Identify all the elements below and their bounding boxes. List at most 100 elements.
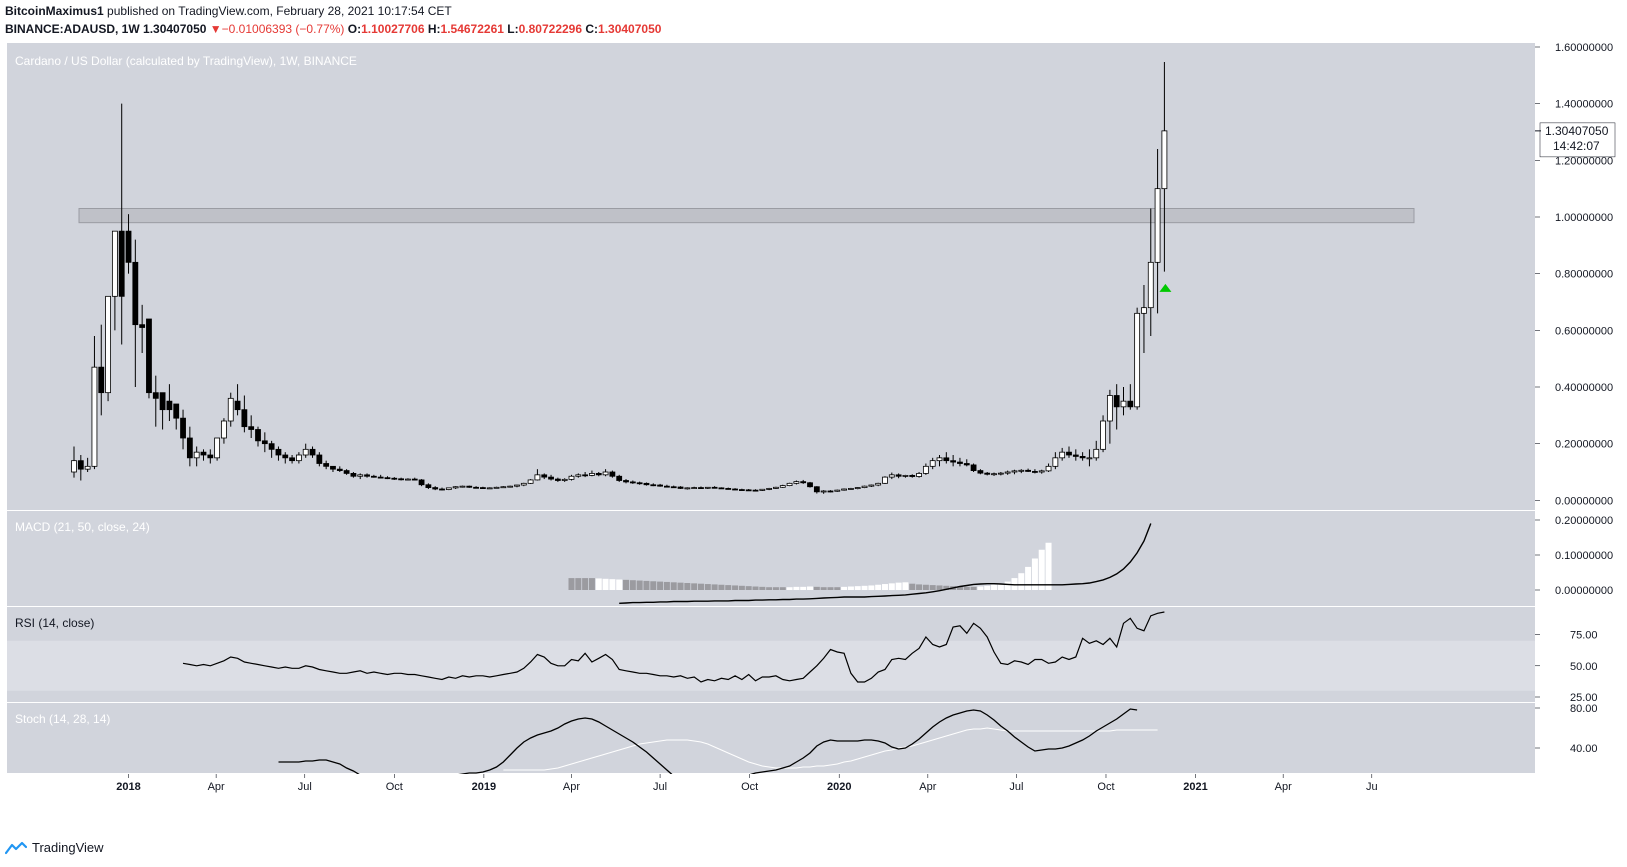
candle-body (984, 472, 991, 475)
candle-body (793, 481, 800, 484)
candle-body (180, 417, 186, 439)
candle-body (991, 473, 997, 476)
macd-histogram-bar (595, 578, 602, 590)
candle-body (343, 470, 350, 474)
candle-body (111, 230, 118, 297)
price-tick-label: 1.20000000 (1555, 155, 1613, 167)
candle-body (909, 474, 916, 477)
macd-histogram-bar (725, 585, 732, 590)
footer-brand[interactable]: TradingView (32, 840, 104, 855)
macd-histogram-bar (663, 581, 670, 590)
candlestick-series (71, 62, 1168, 494)
macd-histogram-bar (800, 586, 807, 590)
candle-body (548, 476, 554, 480)
macd-title: MACD (21, 50, close, 24) (15, 520, 150, 534)
candle-body (1025, 469, 1031, 472)
candle-body (1086, 457, 1093, 460)
author-name[interactable]: BitcoinMaximus1 (5, 4, 104, 18)
candle-body (1093, 448, 1100, 459)
candle-body (1154, 188, 1161, 263)
macd-histogram-bar (807, 586, 814, 590)
symbol-label: BINANCE:ADAUSD, 1W (5, 22, 140, 36)
candle-body (888, 474, 895, 478)
candle-body (1113, 395, 1120, 408)
candle-body (848, 488, 854, 490)
candle-body (568, 475, 575, 480)
macd-histogram-bar (629, 580, 636, 590)
candle-body (582, 474, 589, 477)
candle-body (200, 451, 207, 456)
price-tick-label: 0.00000000 (1555, 495, 1613, 507)
candle-body (500, 486, 507, 489)
macd-histogram-bar (738, 585, 745, 590)
candle-body (882, 476, 888, 484)
candle-body (336, 468, 343, 471)
candle-body (732, 488, 738, 491)
stoch-pane[interactable] (7, 703, 1535, 773)
time-tick-label: 2021 (1183, 781, 1207, 793)
candle-body (282, 454, 289, 459)
candle-body (977, 470, 984, 474)
macd-histogram-bar (670, 582, 677, 590)
footer: TradingView (5, 840, 104, 855)
chart-canvas[interactable]: Cardano / US Dollar (calculated by Tradi… (0, 0, 1627, 835)
candle-body (255, 429, 261, 442)
axis-tick-label: 0.10000000 (1555, 550, 1613, 562)
candle-body (527, 479, 534, 484)
stoch-axis-ticks: 80.00 40.00 (1535, 703, 1598, 755)
candle-body (1032, 471, 1038, 473)
macd-histogram-bar (582, 578, 589, 590)
macd-histogram-bar (657, 581, 664, 590)
candle-body (118, 230, 125, 297)
candle-body (895, 474, 902, 477)
axis-tick-label: 0.20000000 (1555, 515, 1613, 527)
macd-histogram-bar (1004, 581, 1011, 590)
macd-axis[interactable] (1535, 511, 1627, 606)
candle-body (868, 484, 875, 487)
candle-body (493, 486, 500, 489)
macd-histogram-bar (568, 578, 575, 590)
candle-body (125, 230, 132, 263)
macd-histogram-bar (697, 583, 704, 590)
time-tick-label: Oct (741, 781, 758, 793)
candle-body (616, 475, 623, 481)
candle-body (561, 478, 568, 481)
candle-body (738, 489, 745, 491)
symbol-ohlc-line: BINANCE:ADAUSD, 1W 1.30407050 ▼−0.010063… (5, 22, 661, 36)
candle-body (1018, 469, 1025, 472)
time-tick-label: 2019 (472, 781, 496, 793)
candle-body (84, 465, 91, 470)
candle-body (275, 448, 282, 456)
candle-body (330, 465, 336, 470)
candle-body (704, 486, 711, 489)
price-pane[interactable] (7, 43, 1535, 510)
candle-body (963, 463, 970, 466)
candle-body (677, 486, 684, 489)
price-axis[interactable] (1535, 43, 1627, 510)
candle-body (1011, 470, 1018, 473)
candle-body (943, 457, 950, 462)
time-axis[interactable] (7, 774, 1535, 798)
candle-body (534, 474, 541, 481)
candle-body (105, 295, 111, 394)
candle-body (773, 486, 779, 489)
candle-body (623, 480, 629, 483)
price-tick-label: 0.40000000 (1555, 382, 1613, 394)
macd-pane[interactable] (7, 511, 1535, 606)
candle-body (554, 478, 561, 481)
candle-body (1120, 400, 1127, 408)
macd-histogram-bar (936, 585, 943, 590)
price-tick-label: 0.60000000 (1555, 325, 1613, 337)
resistance-zone (78, 208, 1415, 224)
macd-histogram (568, 542, 1052, 590)
macd-histogram-bar (691, 583, 698, 590)
rsi-axis[interactable] (1535, 607, 1627, 702)
stoch-axis[interactable] (1535, 703, 1627, 773)
candle-body (146, 318, 152, 394)
macd-histogram-bar (820, 587, 827, 590)
candle-body (248, 426, 255, 430)
macd-histogram-bar (895, 582, 902, 590)
candle-body (1141, 307, 1147, 314)
candle-body (650, 484, 657, 487)
candle-body (779, 485, 786, 488)
